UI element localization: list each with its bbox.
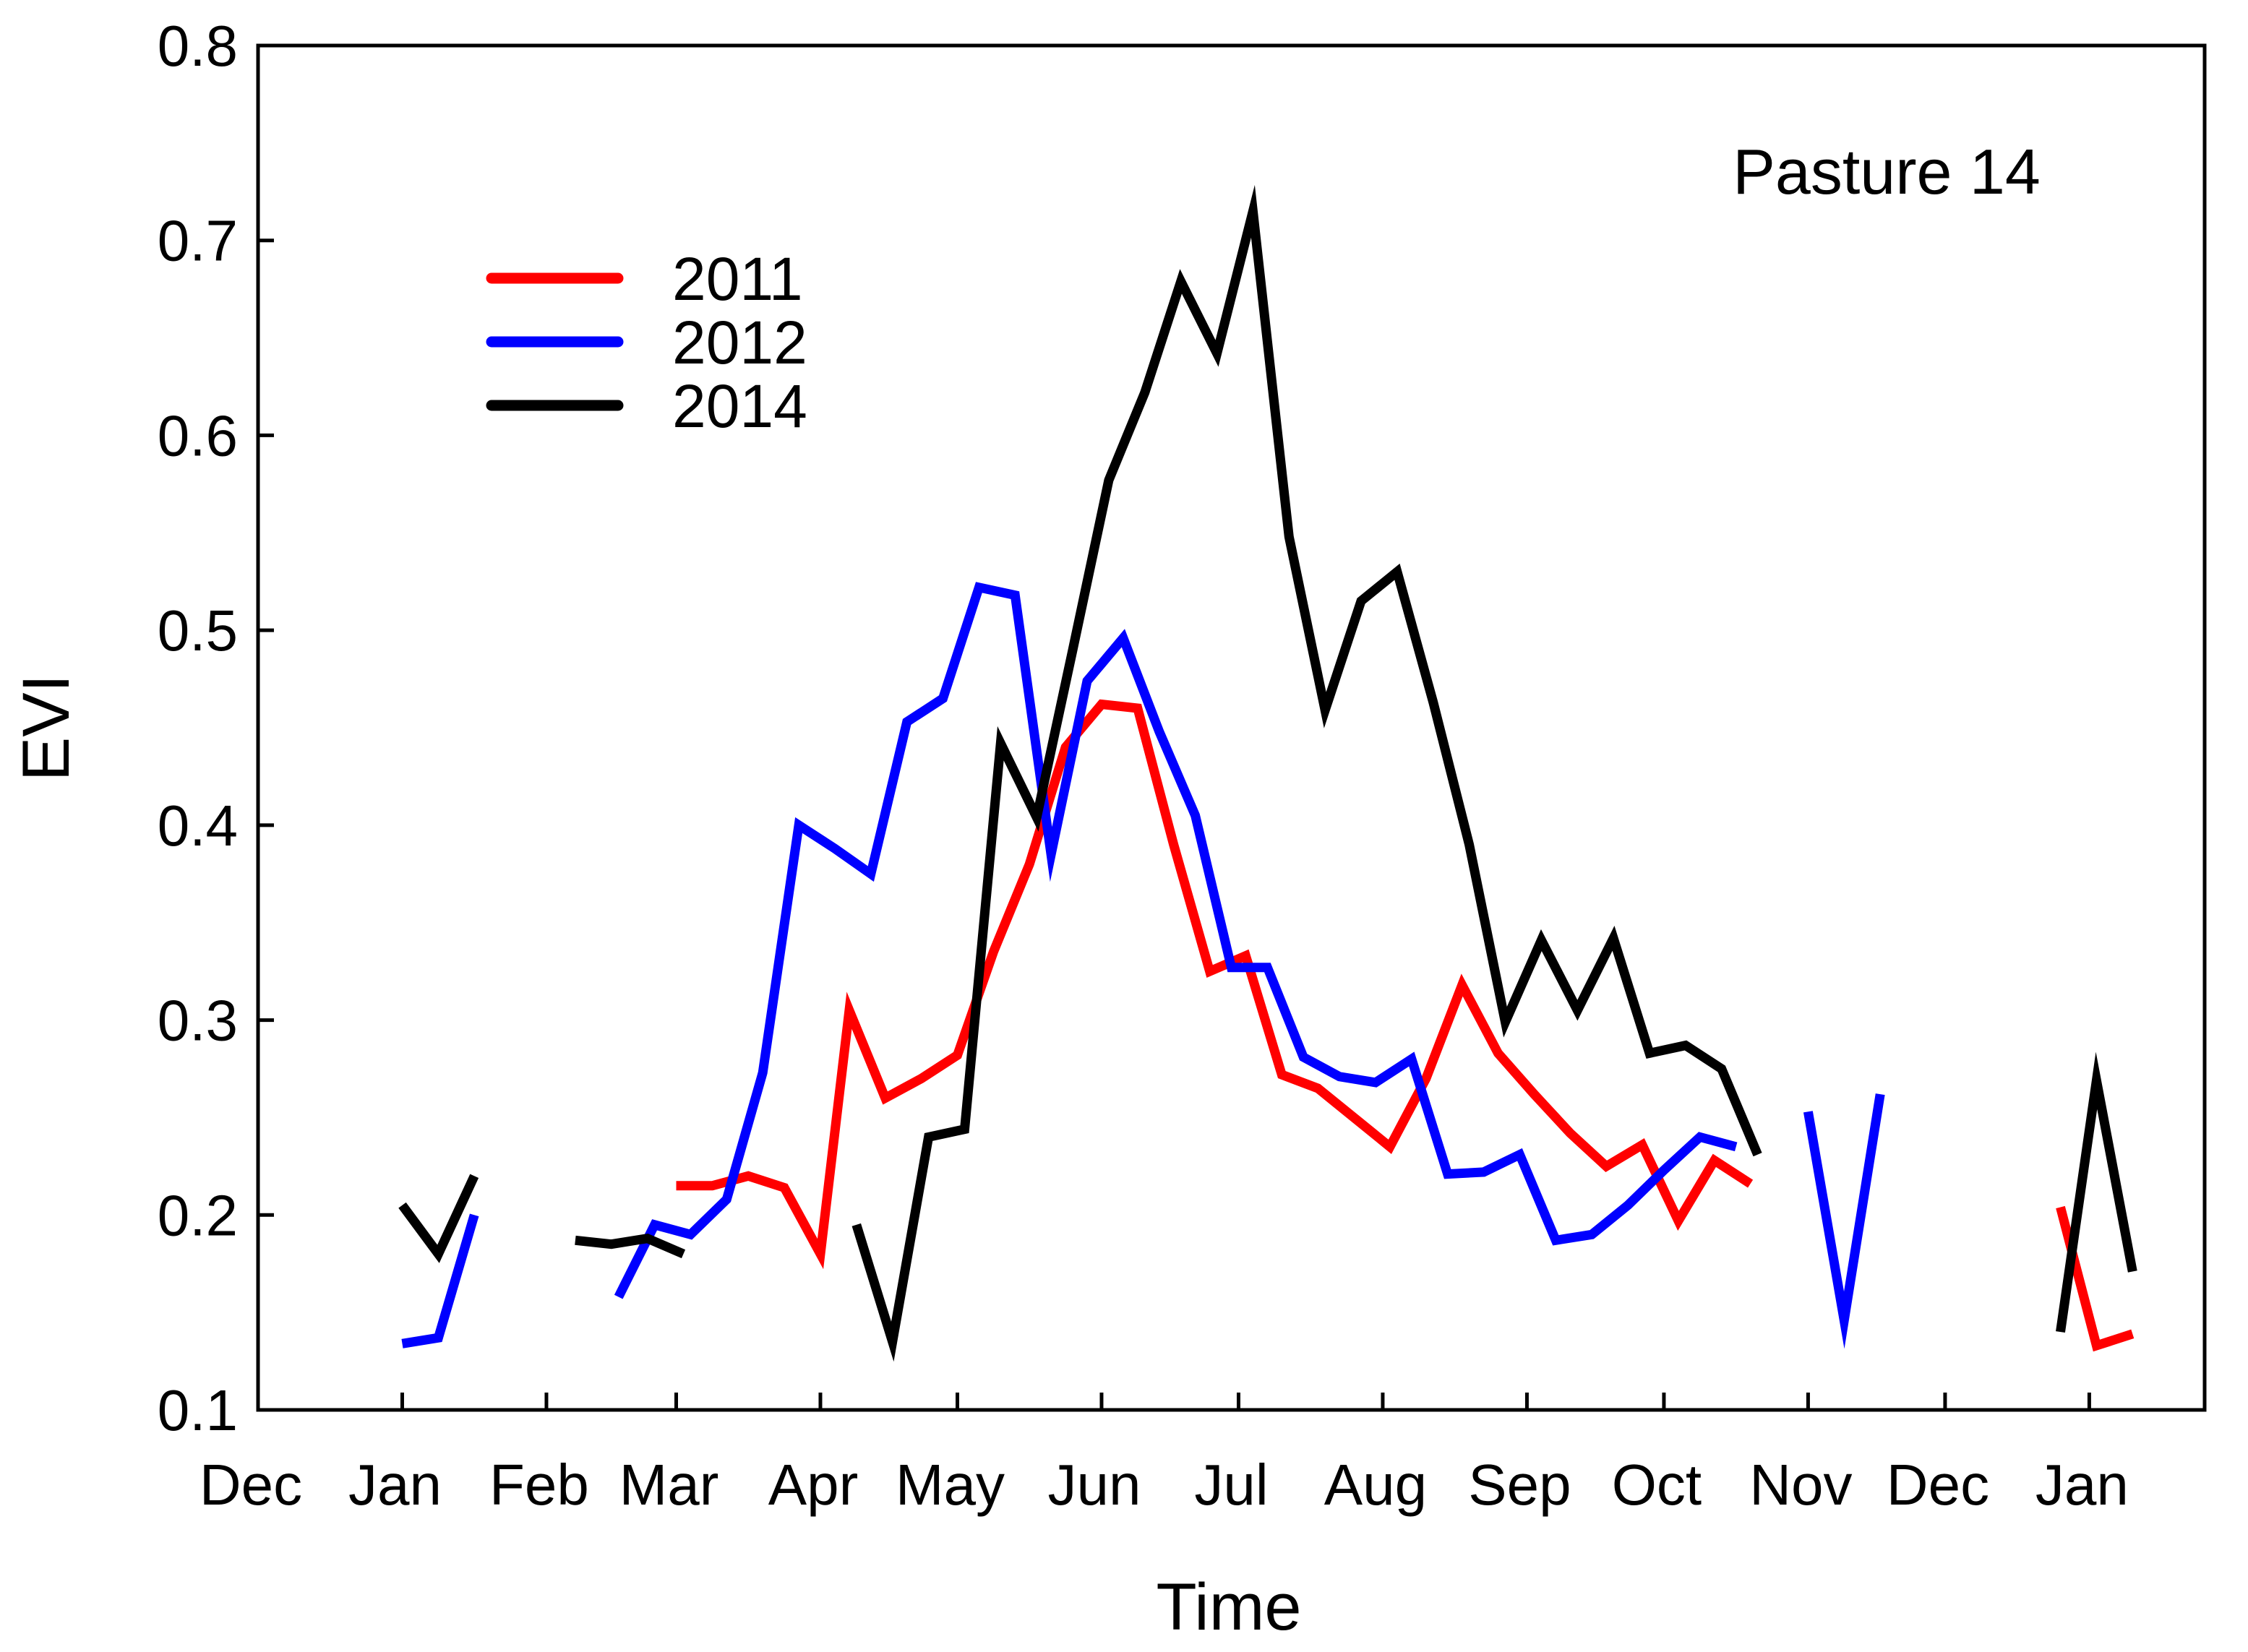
series-layer [398, 184, 2137, 1362]
series-2014-line [851, 184, 1762, 1362]
x-tick-label: May [896, 1453, 1005, 1517]
x-tick-label: Aug [1324, 1453, 1427, 1517]
x-axis-ticks: Dec Jan Feb Mar Apr May Jun Jul Aug Sep Oct Nov Dec J… [200, 1393, 2129, 1517]
x-tick-label: Jul [1194, 1453, 1268, 1517]
x-tick-label: Mar [619, 1453, 719, 1517]
y-tick-label: 0.3 [158, 989, 238, 1053]
plot-frame [256, 43, 2207, 1412]
y-axis-ticks: 0.1 0.2 0.3 0.4 0.5 0.6 0.7 0.8 [158, 14, 274, 1442]
x-axis-title: Time [1156, 1570, 1301, 1644]
y-tick-label: 0.7 [158, 209, 238, 273]
y-tick-label: 0.5 [158, 598, 238, 663]
x-tick-label: Oct [1612, 1453, 1702, 1517]
x-tick-label: Dec [1887, 1453, 1989, 1517]
x-tick-label: Jan [348, 1453, 442, 1517]
y-tick-label: 0.4 [158, 793, 238, 858]
series-2012-line [401, 1213, 479, 1348]
series-2012-line [614, 582, 1738, 1299]
series-2014-line [2056, 1051, 2137, 1333]
series-2014-line [575, 1233, 686, 1259]
y-tick-label: 0.6 [158, 403, 238, 468]
x-tick-label: Feb [489, 1453, 589, 1517]
series-2011-line [676, 699, 1754, 1270]
y-tick-label: 0.2 [158, 1183, 238, 1247]
legend-label-2014: 2014 [672, 372, 807, 440]
y-axis-title: EVI [9, 674, 83, 781]
series-2012-line [1803, 1093, 1885, 1349]
legend-label-2012: 2012 [672, 309, 807, 377]
legend-label-2011: 2011 [672, 245, 803, 313]
x-tick-label: Jan [2035, 1453, 2129, 1517]
x-tick-label: Nov [1749, 1453, 1852, 1517]
series-2014-line [398, 1174, 479, 1263]
x-tick-label: Jun [1047, 1453, 1141, 1517]
y-tick-label: 0.8 [158, 14, 238, 78]
pasture-annotation: Pasture 14 [1733, 136, 2041, 207]
x-tick-label: Sep [1468, 1453, 1571, 1517]
x-tick-label: Apr [768, 1453, 859, 1517]
y-tick-label: 0.1 [158, 1378, 238, 1442]
x-tick-label: Dec [200, 1453, 302, 1517]
